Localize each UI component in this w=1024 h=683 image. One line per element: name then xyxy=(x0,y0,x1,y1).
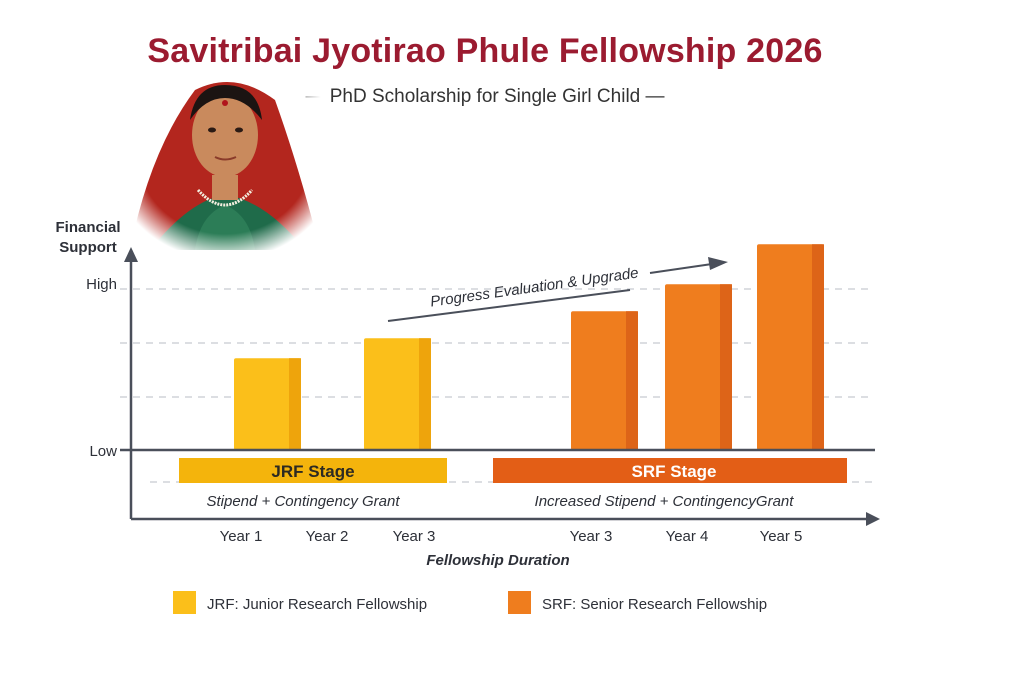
srf-stage-band xyxy=(493,458,847,483)
bar-year-4 xyxy=(665,284,732,450)
legend-label-srf: SRF: Senior Research Fellowship xyxy=(542,596,767,613)
page-title: Savitribai Jyotirao Phule Fellowship 202… xyxy=(147,32,823,70)
progress-annotation: Progress Evaluation & Upgrade xyxy=(429,265,639,311)
x-axis-label: Fellowship Duration xyxy=(426,552,569,569)
bar-year-1 xyxy=(234,358,301,450)
x-tick-label: Year 2 xyxy=(306,528,349,545)
jrf-stage-label: JRF Stage xyxy=(271,462,354,481)
bar-year-3 xyxy=(364,338,431,450)
x-tick-label: Year 3 xyxy=(393,528,436,545)
x-tick-label: Year 5 xyxy=(760,528,803,545)
x-tick-label: Year 4 xyxy=(666,528,709,545)
progress-line xyxy=(387,289,631,322)
bar-side-shade xyxy=(720,284,732,450)
bar-year-3 xyxy=(571,311,638,450)
progress-arrow-line xyxy=(649,263,713,274)
bar-side-shade xyxy=(419,338,431,450)
y-axis-arrow-icon xyxy=(124,247,138,262)
y-tick-high: High xyxy=(86,276,117,293)
bar-side-shade xyxy=(289,358,301,450)
srf-stage-note: Increased Stipend + ContingencyGrant xyxy=(535,493,795,510)
y-tick-low: Low xyxy=(89,443,117,460)
page-subtitle: — PhD Scholarship for Single Girl Child … xyxy=(305,86,665,107)
jrf-stage-note: Stipend + Contingency Grant xyxy=(206,493,400,510)
x-tick-label: Year 3 xyxy=(570,528,613,545)
x-axis-arrow-icon xyxy=(866,512,880,526)
legend-swatch-srf xyxy=(508,591,531,614)
legend-swatch-jrf xyxy=(173,591,196,614)
bar-side-shade xyxy=(626,311,638,450)
progress-arrow-icon xyxy=(708,257,728,270)
portrait-illustration xyxy=(120,70,330,260)
y-axis-label: Financial Support xyxy=(55,219,120,256)
bar-year-5 xyxy=(757,244,824,450)
jrf-stage-band xyxy=(179,458,447,483)
legend-label-jrf: JRF: Junior Research Fellowship xyxy=(207,596,427,613)
bar-side-shade xyxy=(812,244,824,450)
srf-stage-label: SRF Stage xyxy=(631,462,716,481)
x-tick-label: Year 1 xyxy=(220,528,263,545)
